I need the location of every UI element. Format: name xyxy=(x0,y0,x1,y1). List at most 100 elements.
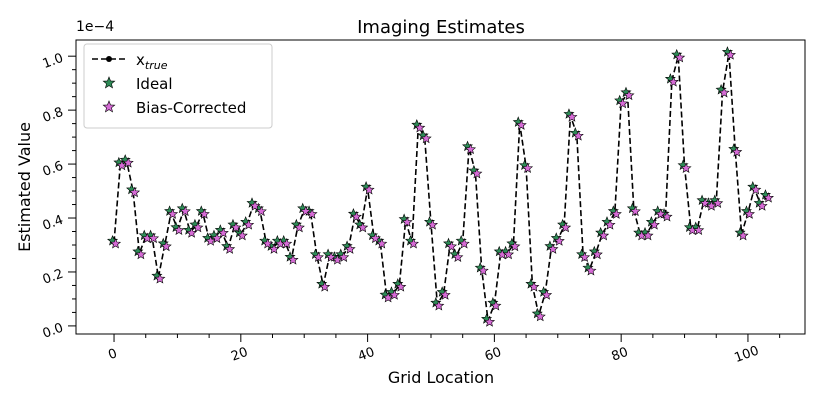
series-bias-corrected-point xyxy=(629,205,641,217)
series-bias-corrected-point xyxy=(426,219,439,230)
series-bias-corrected-point xyxy=(338,251,350,262)
series-bias-corrected-point xyxy=(528,281,540,292)
series-bias-corrected-point xyxy=(591,248,603,260)
series-bias-corrected-point xyxy=(560,221,572,233)
series-bias-corrected-point xyxy=(255,205,267,217)
series-bias-corrected-point xyxy=(312,251,324,262)
series-bias-corrected-point xyxy=(236,229,248,241)
series-bias-corrected-point xyxy=(750,184,762,195)
series-bias-corrected-point xyxy=(376,237,388,249)
series-bias-corrected-point xyxy=(724,49,736,60)
series-bias-corrected-point xyxy=(357,221,369,233)
y-tick-label: 0.6 xyxy=(41,159,66,180)
series-bias-corrected-point xyxy=(515,119,527,130)
series-bias-corrected-point xyxy=(287,254,299,265)
series-bias-corrected-point xyxy=(110,237,122,249)
y-tick-label: 1.0 xyxy=(41,51,66,72)
y-tick-label: 0.8 xyxy=(41,105,66,126)
series-bias-corrected-point xyxy=(179,205,191,217)
series-bias-corrected-point xyxy=(445,240,458,252)
series-bias-corrected-point xyxy=(509,240,521,252)
legend-label-bias-corrected: Bias-Corrected xyxy=(136,99,246,117)
series-bias-corrected-point xyxy=(648,219,660,230)
series-bias-corrected-point xyxy=(160,240,172,252)
x-tick-label: 0 xyxy=(106,346,119,363)
series-bias-corrected-point xyxy=(585,264,597,276)
series-bias-corrected-point xyxy=(699,197,711,209)
series-bias-corrected-point xyxy=(642,229,654,241)
x-tick-label: 100 xyxy=(733,343,761,366)
x-tick-label: 60 xyxy=(483,345,504,365)
legend-label-ideal: Ideal xyxy=(136,75,173,93)
series-bias-corrected-point xyxy=(477,264,489,276)
series-bias-corrected-point xyxy=(598,229,610,241)
series-bias-corrected-point xyxy=(471,167,483,179)
series-bias-corrected-point xyxy=(465,143,477,155)
x-tick-label: 40 xyxy=(356,345,377,365)
series-bias-corrected-point xyxy=(148,232,160,244)
series-bias-corrected-point xyxy=(116,159,128,171)
x-tick-label: 80 xyxy=(610,345,631,365)
x-axis-label: Grid Location xyxy=(388,368,494,387)
series-bias-corrected-point xyxy=(129,186,141,198)
series-bias-corrected-point xyxy=(572,130,584,141)
series-bias-corrected-point xyxy=(395,281,407,292)
legend-swatch-bias-corrected-star xyxy=(102,100,116,113)
series-bias-corrected-point xyxy=(433,300,445,311)
series-layer xyxy=(107,46,774,327)
chart-title: Imaging Estimates xyxy=(357,17,525,38)
series-bias-corrected-point xyxy=(224,243,236,254)
series-bias-corrected-point xyxy=(534,310,546,322)
legend-swatch-xtrue-dot xyxy=(106,56,112,62)
series-bias-corrected-point xyxy=(414,122,426,133)
series-bias-corrected-point xyxy=(623,89,635,101)
series-bias-corrected-point xyxy=(281,237,293,249)
y-axis: 0.0 0.2 0.4 0.6 0.8 1.0 xyxy=(41,51,76,342)
series-bias-corrected-point xyxy=(167,208,179,219)
plot-area-frame xyxy=(75,39,806,335)
series-bias-corrected-point xyxy=(439,289,451,300)
series-bias-corrected-point xyxy=(369,232,381,244)
legend: xtrue Ideal Bias-Corrected xyxy=(83,43,273,129)
series-bias-corrected-point xyxy=(173,224,185,236)
series-bias-corrected-point xyxy=(135,248,147,260)
x-axis: 0 20 40 60 80 100 xyxy=(106,334,781,366)
series-bias-corrected-point xyxy=(674,51,686,63)
series-bias-corrected-point xyxy=(300,205,312,217)
series-bias-corrected-point xyxy=(192,221,204,233)
series-bias-corrected-point xyxy=(154,273,166,284)
series-bias-corrected-point xyxy=(122,157,134,168)
series-bias-corrected-point xyxy=(306,208,318,219)
y-tick-label: 0.4 xyxy=(41,213,66,234)
series-bias-corrected-point xyxy=(205,235,217,246)
series-bias-corrected-point xyxy=(325,251,337,262)
series-bias-corrected-point xyxy=(579,251,591,262)
series-bias-corrected-point xyxy=(230,221,242,233)
series-bias-corrected-point xyxy=(363,184,375,195)
series-bias-corrected-point xyxy=(731,146,743,157)
series-bias-corrected-point xyxy=(655,208,667,219)
y-tick-label: 0.0 xyxy=(41,321,66,342)
series-bias-corrected-point xyxy=(661,211,673,222)
series-bias-corrected-point xyxy=(420,132,432,144)
series-bias-corrected-point xyxy=(262,237,274,249)
series-bias-corrected-point xyxy=(522,162,534,173)
series-bias-corrected-point xyxy=(490,300,502,311)
series-bias-corrected-point xyxy=(566,111,578,122)
y-scale-factor-label: 1e−4 xyxy=(76,19,114,35)
legend-label-xtrue-subscript: true xyxy=(145,59,168,72)
series-bias-corrected-point xyxy=(331,254,343,265)
series-bias-corrected-point xyxy=(382,291,394,303)
series-bias-corrected-point xyxy=(553,235,565,246)
series-bias-corrected-point xyxy=(712,197,724,209)
series-bias-corrected-point xyxy=(388,289,400,300)
series-bias-corrected-point xyxy=(718,86,730,98)
series-bias-corrected-point xyxy=(458,237,470,249)
series-bias-corrected-point xyxy=(737,229,749,241)
series-bias-corrected-point xyxy=(756,200,768,211)
series-bias-corrected-point xyxy=(541,289,553,300)
series-bias-corrected-point xyxy=(407,237,419,249)
x-tick-label: 20 xyxy=(229,345,250,365)
series-bias-corrected-point xyxy=(293,221,305,233)
legend-ideal-star-shape xyxy=(102,76,116,89)
